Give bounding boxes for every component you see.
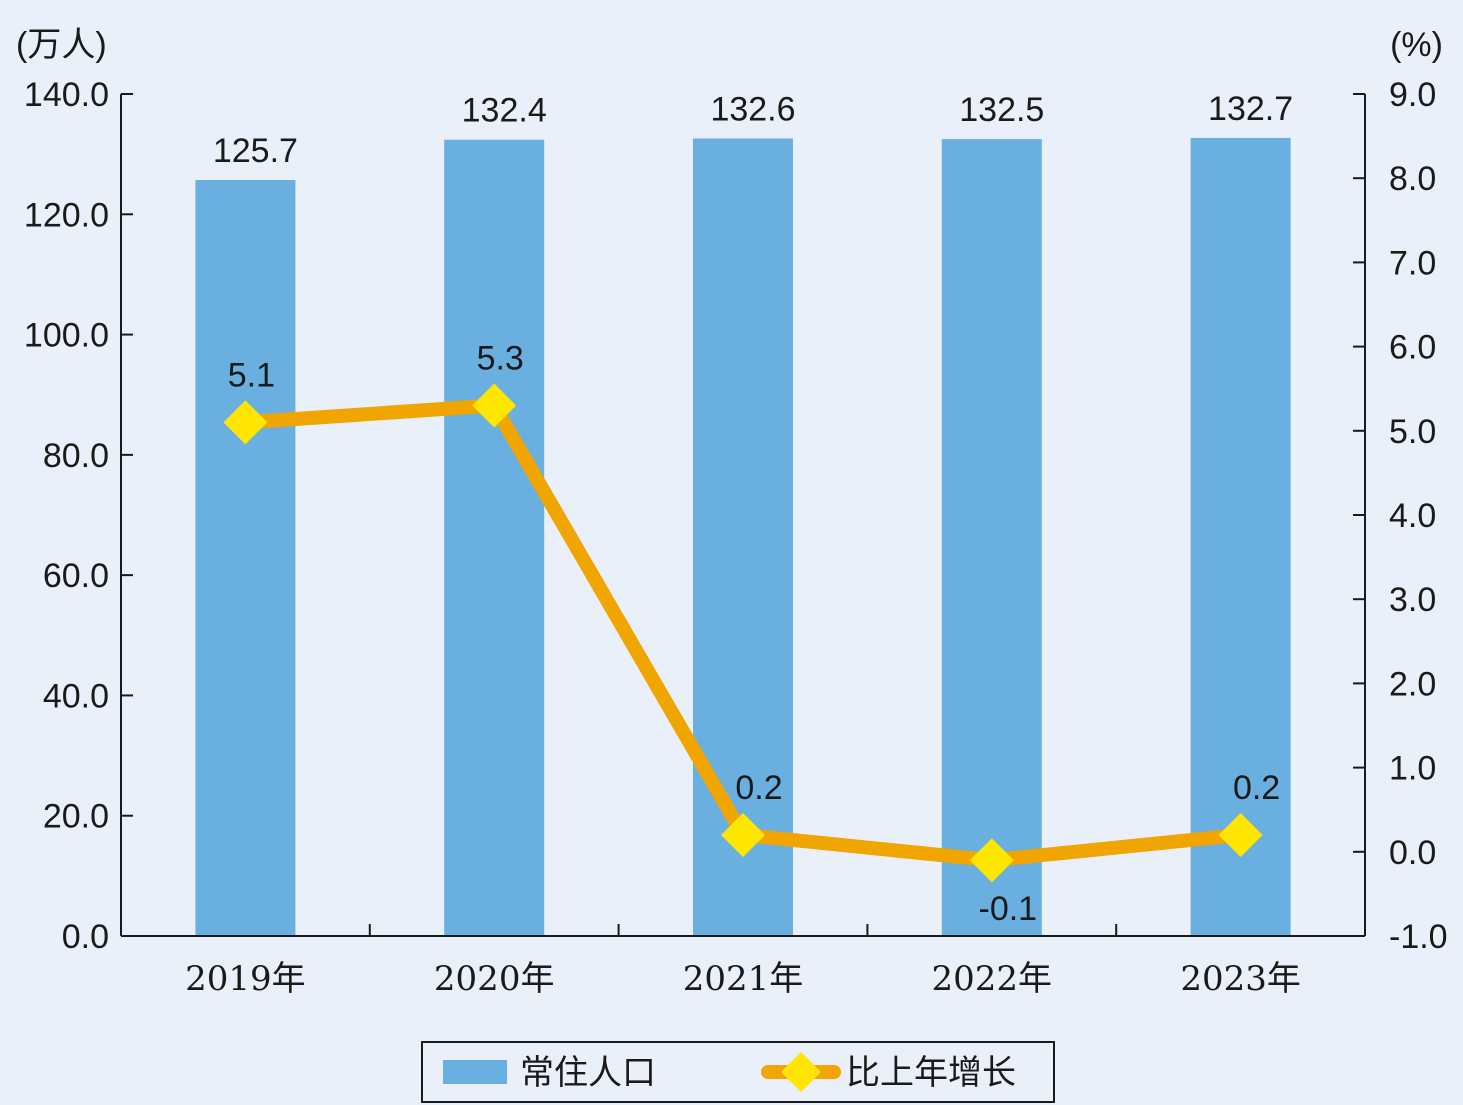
x-category-label-2: 2021年 bbox=[683, 959, 804, 999]
right-tick-label-1: 0.0 bbox=[1389, 834, 1436, 872]
right-tick-label-3: 2.0 bbox=[1389, 665, 1436, 703]
bar-series bbox=[195, 137, 1291, 937]
legend-box bbox=[421, 1041, 1055, 1103]
bar-value-label-3: 132.5 bbox=[959, 91, 1044, 129]
line-value-label-2: 0.2 bbox=[735, 769, 782, 807]
x-category-label-4: 2023年 bbox=[1180, 959, 1301, 999]
bar-3 bbox=[941, 139, 1042, 936]
growth-marker-0 bbox=[223, 400, 268, 445]
category-labels: 2019年 2020年 2021年 2022年 2023年 bbox=[185, 959, 1301, 999]
left-tick-label-6: 120.0 bbox=[24, 196, 109, 234]
right-tick-label-9: 8.0 bbox=[1389, 160, 1436, 198]
right-tick-label-0: -1.0 bbox=[1389, 918, 1448, 956]
growth-marker-2 bbox=[721, 812, 765, 857]
left-tick-label-2: 40.0 bbox=[43, 677, 109, 715]
left-tick-label-3: 60.0 bbox=[43, 557, 109, 595]
bar-0 bbox=[195, 180, 296, 937]
bar-value-label-2: 132.6 bbox=[710, 91, 795, 129]
legend: 常住人口 比上年增长 bbox=[421, 1041, 1055, 1103]
bar-value-label-0: 125.7 bbox=[213, 132, 298, 170]
left-tick-label-5: 100.0 bbox=[24, 317, 109, 355]
growth-marker-3 bbox=[969, 838, 1014, 883]
line-value-label-4: 0.2 bbox=[1233, 769, 1280, 807]
line-data-labels: 5.1 5.3 0.2 -0.1 0.2 bbox=[228, 340, 1280, 929]
x-category-label-3: 2022年 bbox=[932, 959, 1053, 999]
bar-1 bbox=[444, 139, 545, 937]
x-category-label-0: 2019年 bbox=[185, 959, 306, 999]
legend-bar-swatch bbox=[443, 1060, 507, 1084]
growth-marker-4 bbox=[1218, 812, 1263, 857]
left-tick-label-1: 20.0 bbox=[43, 798, 109, 836]
right-tick-label-7: 6.0 bbox=[1389, 329, 1436, 367]
legend-marker-icon bbox=[781, 1052, 821, 1092]
right-tick-label-5: 4.0 bbox=[1389, 497, 1436, 535]
line-value-label-1: 5.3 bbox=[477, 340, 524, 378]
legend-bar-label: 常住人口 bbox=[520, 1054, 656, 1092]
left-tick-label-0: 0.0 bbox=[62, 918, 109, 956]
right-axis-ticks: -1.0 0.0 1.0 2.0 3.0 4.0 5.0 6.0 7.0 8.0 9.0 bbox=[1353, 76, 1448, 956]
bar-data-labels: 125.7 132.4 132.6 132.5 132.7 bbox=[213, 90, 1293, 170]
left-tick-label-4: 80.0 bbox=[43, 437, 109, 475]
bar-2 bbox=[693, 138, 793, 936]
x-category-label-1: 2020年 bbox=[434, 959, 555, 999]
growth-marker-1 bbox=[472, 383, 517, 428]
right-tick-label-2: 1.0 bbox=[1389, 750, 1436, 788]
right-tick-label-6: 5.0 bbox=[1389, 413, 1436, 451]
bar-value-label-4: 132.7 bbox=[1208, 90, 1293, 128]
bar-4 bbox=[1190, 137, 1291, 936]
bar-value-label-1: 132.4 bbox=[462, 92, 547, 130]
right-tick-label-8: 7.0 bbox=[1389, 244, 1436, 282]
line-value-label-3: -0.1 bbox=[979, 890, 1038, 928]
right-axis-unit: (%) bbox=[1390, 26, 1443, 64]
left-tick-label-7: 140.0 bbox=[24, 76, 109, 114]
line-value-label-0: 5.1 bbox=[228, 356, 275, 394]
line-series bbox=[223, 383, 1263, 883]
right-tick-label-10: 9.0 bbox=[1389, 76, 1436, 114]
left-axis-unit: (万人) bbox=[16, 26, 107, 64]
legend-line-label: 比上年增长 bbox=[846, 1054, 1016, 1092]
left-axis-ticks: 0.0 20.0 40.0 60.0 80.0 100.0 120.0 140.0 bbox=[24, 76, 133, 956]
right-tick-label-4: 3.0 bbox=[1389, 581, 1436, 619]
